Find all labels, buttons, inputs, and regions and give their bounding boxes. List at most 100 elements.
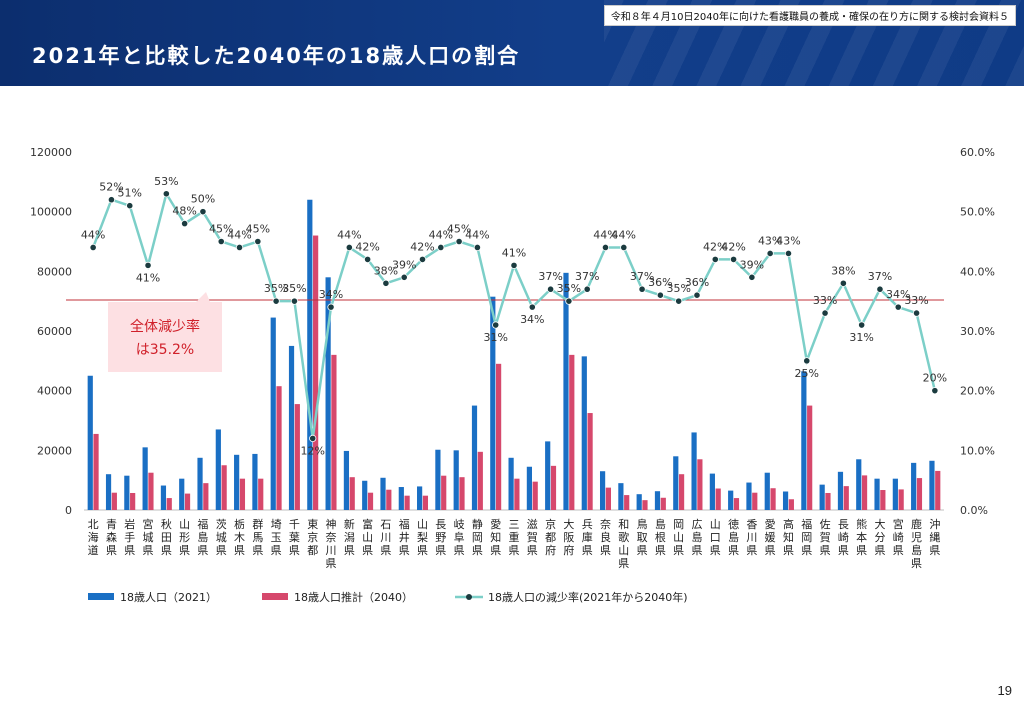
bar-2040 — [697, 459, 703, 510]
bar-2021 — [929, 460, 935, 510]
y-left-tick-label: 80000 — [37, 265, 72, 278]
rate-data-label: 37% — [538, 270, 562, 283]
rate-point — [784, 249, 793, 258]
rate-point — [107, 196, 116, 204]
bar-2021 — [160, 485, 167, 510]
bar-2021 — [325, 277, 331, 510]
rate-data-label: 34% — [520, 313, 544, 326]
x-category-label: 鳥取県 — [637, 517, 648, 557]
bar-2040 — [678, 474, 685, 510]
bar-2040 — [532, 481, 538, 510]
rate-point — [912, 309, 921, 317]
x-category-label: 和歌山県 — [618, 518, 629, 570]
rate-data-label: 39% — [740, 258, 764, 271]
rate-point — [711, 255, 719, 263]
y-left-tick-label: 40000 — [37, 385, 72, 398]
x-category-label: 愛媛県 — [765, 518, 776, 557]
rate-point — [309, 434, 317, 442]
bar-2021 — [911, 462, 917, 510]
rate-point — [693, 291, 701, 299]
rate-point — [748, 273, 756, 281]
bar-2040 — [477, 451, 483, 510]
legend-marker-rate — [466, 594, 472, 600]
rate-data-label: 44% — [612, 228, 636, 241]
rate-point — [729, 255, 738, 263]
bar-2021 — [819, 484, 825, 510]
rate-data-label: 42% — [355, 240, 379, 253]
rate-point — [382, 279, 390, 287]
rate-data-label: 41% — [502, 246, 526, 259]
x-category-label: 長野県 — [435, 518, 446, 557]
bar-2040 — [203, 483, 209, 510]
bar-2021 — [856, 459, 862, 510]
bar-2021 — [234, 454, 240, 510]
x-category-label: 福岡県 — [801, 517, 812, 557]
bar-2021 — [215, 429, 221, 510]
bar-2021 — [654, 491, 661, 510]
rate-point — [675, 297, 683, 305]
page-number: 19 — [997, 683, 1012, 698]
x-category-label: 岩手県 — [124, 517, 135, 557]
bar-2021 — [782, 491, 789, 510]
bar-2040 — [880, 490, 886, 510]
bar-2021 — [288, 345, 295, 510]
y-right-tick-label: 50.0% — [960, 206, 995, 219]
bar-2040 — [861, 475, 868, 510]
y-right-tick-label: 10.0% — [960, 444, 995, 457]
x-category-label: 京都府 — [545, 517, 556, 557]
bar-2021 — [142, 447, 148, 510]
rate-data-label: 44% — [337, 228, 361, 241]
rate-point — [89, 243, 97, 252]
x-category-label: 徳島県 — [728, 518, 739, 557]
bar-2021 — [105, 474, 112, 510]
x-category-label: 熊本県 — [856, 517, 867, 557]
x-category-label: 香川県 — [746, 518, 757, 557]
x-category-label: 福島県 — [197, 517, 208, 557]
rate-data-label: 35% — [557, 282, 581, 295]
rate-point — [492, 321, 500, 329]
bar-2040 — [605, 487, 611, 510]
bar-2021 — [87, 375, 93, 510]
bar-2021 — [691, 432, 697, 510]
x-category-label: 秋田県 — [161, 517, 172, 557]
bar-2040 — [331, 354, 337, 510]
rate-data-label: 39% — [392, 258, 416, 271]
rate-data-label: 43% — [776, 234, 800, 247]
bar-2021 — [490, 296, 496, 510]
bar-2040 — [386, 489, 392, 510]
x-category-label: 富山県 — [362, 517, 373, 557]
rate-point — [583, 285, 591, 293]
rate-data-label: 44% — [81, 228, 105, 241]
x-category-label: 石川県 — [380, 518, 391, 557]
bar-2021 — [545, 441, 551, 510]
bar-2040 — [642, 500, 648, 510]
rate-point — [144, 261, 152, 269]
bar-2021 — [764, 472, 770, 510]
bar-2040 — [807, 405, 813, 510]
bar-2021 — [508, 457, 514, 510]
rate-point — [858, 321, 866, 329]
y-left-tick-label: 120000 — [30, 146, 72, 159]
x-category-label: 埼玉県 — [271, 517, 282, 557]
bar-2021 — [398, 487, 404, 510]
bar-2021 — [728, 490, 734, 510]
rate-data-label: 36% — [648, 276, 672, 289]
rate-data-label: 44% — [227, 228, 251, 241]
bar-2021 — [435, 449, 441, 510]
rate-data-label: 33% — [813, 294, 837, 307]
bar-2040 — [569, 354, 575, 510]
bar-2021 — [252, 453, 258, 510]
x-category-label: 高知県 — [783, 517, 794, 557]
y-right-tick-label: 30.0% — [960, 325, 995, 338]
bar-2040 — [367, 492, 374, 510]
bar-2040 — [130, 492, 136, 510]
y-left-tick-label: 20000 — [37, 444, 72, 457]
bar-2040 — [258, 478, 264, 510]
bar-2040 — [788, 499, 794, 510]
bar-2040 — [111, 492, 117, 510]
rate-data-label: 45% — [246, 223, 270, 236]
x-category-label: 佐賀県 — [820, 517, 831, 557]
x-category-label: 沖縄県 — [929, 518, 940, 557]
rate-point — [217, 237, 225, 246]
bar-2021 — [124, 475, 130, 510]
